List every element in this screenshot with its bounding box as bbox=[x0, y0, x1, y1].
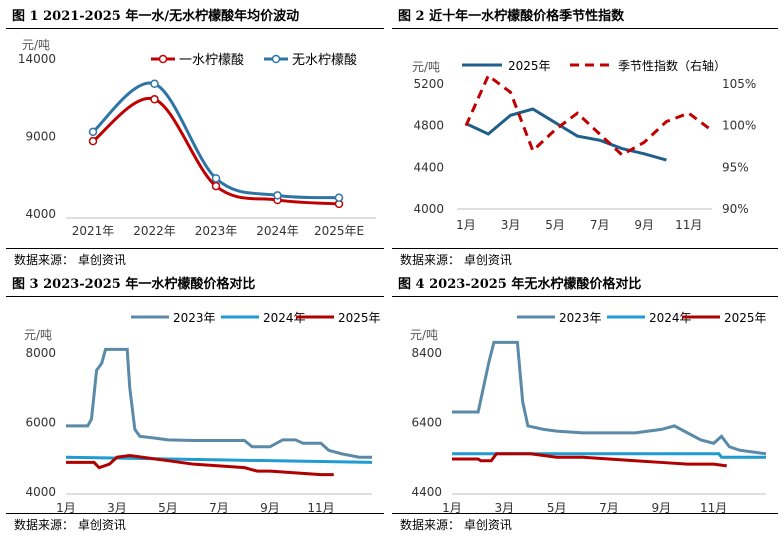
x-tick-label: 1月 bbox=[442, 501, 462, 515]
x-tick-label: 1月 bbox=[456, 218, 476, 232]
y-tick-label: 8000 bbox=[25, 346, 56, 360]
x-tick-label: 5月 bbox=[547, 501, 567, 515]
anhydrous-compare-chart: 元/吨 4400 6400 8400 1月 3月 5月 7月 9月 11月 2023年 2024年 20… bbox=[410, 311, 767, 515]
y-tick-label: 6400 bbox=[411, 415, 442, 429]
legend-label: 2025年 bbox=[508, 59, 551, 73]
data-source: 数据来源： 卓创资讯 bbox=[392, 513, 778, 536]
series-line bbox=[92, 96, 340, 206]
x-tick-label: 2022年 bbox=[133, 224, 176, 238]
data-point bbox=[334, 193, 344, 202]
y-tick-label: 4000 bbox=[25, 485, 56, 499]
y-right-tick-label: 105% bbox=[722, 77, 756, 91]
series-line bbox=[452, 452, 766, 459]
x-tick-label: 7月 bbox=[209, 501, 229, 515]
data-point bbox=[211, 181, 221, 191]
y-tick-label: 4000 bbox=[25, 207, 56, 221]
data-point bbox=[88, 127, 98, 137]
y-left-tick-label: 4000 bbox=[413, 202, 444, 216]
chart-title: 图 2 近十年一水柠檬酸价格季节性指数 bbox=[392, 6, 778, 29]
x-tick-label: 11月 bbox=[675, 218, 702, 232]
y-tick-label: 9000 bbox=[25, 130, 56, 144]
legend-label: 2023年 bbox=[559, 311, 602, 325]
annual-price-chart: 元/吨 4000 9000 14000 2021年 2022年 2023年 2024年 2025… bbox=[18, 38, 376, 238]
y-tick-label: 4400 bbox=[411, 485, 442, 499]
data-point bbox=[150, 79, 159, 89]
x-tick-label: 11月 bbox=[700, 501, 727, 515]
legend-marker bbox=[271, 54, 281, 64]
seasonal-index-chart: 元/吨 4000 4400 4800 5200 90% 95% 100% 105% 1月 3月 5月 7… bbox=[412, 58, 756, 232]
chart-panel-4: 图 4 2023-2025 年无水柠檬酸价格对比 元/吨 4400 6400 8400… bbox=[392, 274, 778, 536]
data-point bbox=[273, 191, 282, 200]
y-right-tick-label: 100% bbox=[722, 119, 756, 133]
legend-label: 无水柠檬酸 bbox=[292, 53, 357, 68]
legend-label: 2024年 bbox=[649, 311, 692, 325]
legend-label: 2023年 bbox=[173, 311, 216, 325]
data-source: 数据来源： 卓创资讯 bbox=[6, 513, 384, 536]
series-line bbox=[452, 340, 767, 456]
y-left-tick-label: 4800 bbox=[413, 119, 444, 133]
y-tick-label: 14000 bbox=[18, 52, 56, 66]
series-line-seasonal-index bbox=[464, 73, 712, 157]
x-tick-label: 5月 bbox=[545, 218, 565, 232]
data-point bbox=[211, 174, 221, 183]
chart-title: 图 1 2021-2025 年一水/无水柠檬酸年均价波动 bbox=[6, 6, 384, 29]
x-tick-label: 7月 bbox=[590, 218, 610, 232]
legend-label: 2024年 bbox=[263, 311, 306, 325]
y-left-tick-label: 5200 bbox=[413, 77, 444, 91]
x-tick-label: 2023年 bbox=[195, 224, 238, 238]
data-point bbox=[150, 95, 159, 104]
y-right-tick-label: 90% bbox=[722, 202, 749, 216]
chart-title: 图 3 2023-2025 年一水柠檬酸价格对比 bbox=[6, 274, 384, 297]
x-tick-label: 9月 bbox=[634, 218, 654, 232]
data-source: 数据来源： 卓创资讯 bbox=[392, 248, 778, 271]
data-source: 数据来源： 卓创资讯 bbox=[6, 248, 384, 271]
monohydrate-compare-chart: 元/吨 4000 6000 8000 1月 3月 5月 7月 9月 11月 2023年 2024年 20… bbox=[24, 311, 381, 515]
x-tick-label: 7月 bbox=[599, 501, 619, 515]
y-tick-label: 8400 bbox=[411, 346, 442, 360]
x-tick-label: 5月 bbox=[158, 501, 178, 515]
x-tick-label: 2025年E bbox=[314, 224, 364, 238]
x-tick-label: 9月 bbox=[652, 501, 672, 515]
x-tick-label: 2021年 bbox=[72, 224, 115, 238]
legend-label: 2025年 bbox=[338, 311, 381, 325]
y-axis-unit: 元/吨 bbox=[22, 38, 50, 52]
x-tick-label: 3月 bbox=[107, 501, 127, 515]
chart-panel-2: 图 2 近十年一水柠檬酸价格季节性指数 元/吨 4000 4400 4800 5200 9… bbox=[392, 6, 778, 271]
x-tick-label: 3月 bbox=[495, 501, 515, 515]
chart-title: 图 4 2023-2025 年无水柠檬酸价格对比 bbox=[392, 274, 778, 297]
y-axis-unit: 元/吨 bbox=[412, 60, 440, 74]
legend-label: 一水柠檬酸 bbox=[179, 53, 244, 68]
legend-marker bbox=[158, 54, 168, 64]
y-axis-unit: 元/吨 bbox=[410, 328, 438, 342]
legend-label: 2025年 bbox=[724, 311, 767, 325]
x-tick-label: 11月 bbox=[307, 501, 334, 515]
chart-panel-1: 图 1 2021-2025 年一水/无水柠檬酸年均价波动 元/吨 4000 9000… bbox=[6, 6, 384, 271]
series-line-2025 bbox=[465, 107, 667, 162]
series-line bbox=[91, 81, 340, 200]
y-tick-label: 6000 bbox=[25, 415, 56, 429]
x-tick-label: 1月 bbox=[56, 501, 76, 515]
data-point bbox=[88, 136, 98, 146]
y-left-tick-label: 4400 bbox=[413, 160, 444, 174]
y-axis-unit: 元/吨 bbox=[24, 328, 52, 342]
x-tick-label: 9月 bbox=[260, 501, 280, 515]
legend-label: 季节性指数（右轴） bbox=[618, 58, 726, 73]
x-tick-label: 3月 bbox=[501, 218, 521, 232]
x-tick-label: 2024年 bbox=[256, 224, 299, 238]
series-line bbox=[66, 453, 334, 477]
chart-panel-3: 图 3 2023-2025 年一水柠檬酸价格对比 元/吨 4000 6000 8000… bbox=[6, 274, 384, 536]
y-right-tick-label: 95% bbox=[722, 160, 749, 174]
series-line bbox=[452, 452, 727, 468]
series-line bbox=[66, 347, 372, 459]
